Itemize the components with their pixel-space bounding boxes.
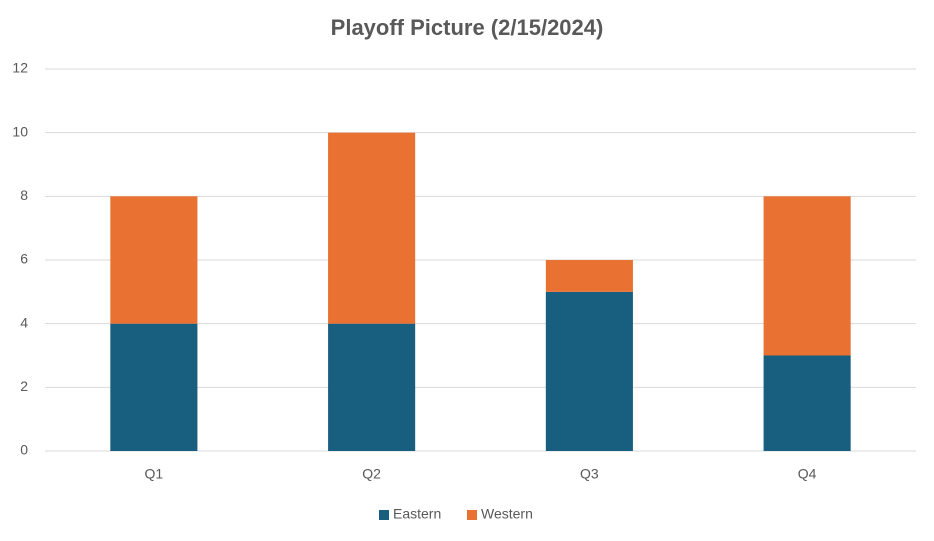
chart-title: Playoff Picture (2/15/2024) [331,15,604,40]
legend-swatch [379,510,389,520]
y-tick-label: 12 [12,60,28,76]
bar [763,196,851,356]
bar [110,323,198,451]
x-tick-label: Q4 [798,466,817,482]
legend-swatch [467,510,477,520]
x-tick-label: Q3 [580,466,599,482]
x-tick-label: Q1 [145,466,164,482]
y-tick-label: 4 [20,314,28,330]
bar [328,132,416,324]
x-tick-label: Q2 [362,466,381,482]
y-tick-label: 2 [20,378,28,394]
y-tick-label: 10 [12,123,28,139]
bar [328,323,416,451]
legend-label: Eastern [393,506,441,522]
bar [110,196,198,324]
bar [545,291,633,451]
bar [763,355,851,451]
bar [545,260,633,292]
y-tick-label: 6 [20,251,28,267]
y-tick-label: 8 [20,187,28,203]
y-tick-label: 0 [20,442,28,458]
legend-label: Western [481,506,533,522]
